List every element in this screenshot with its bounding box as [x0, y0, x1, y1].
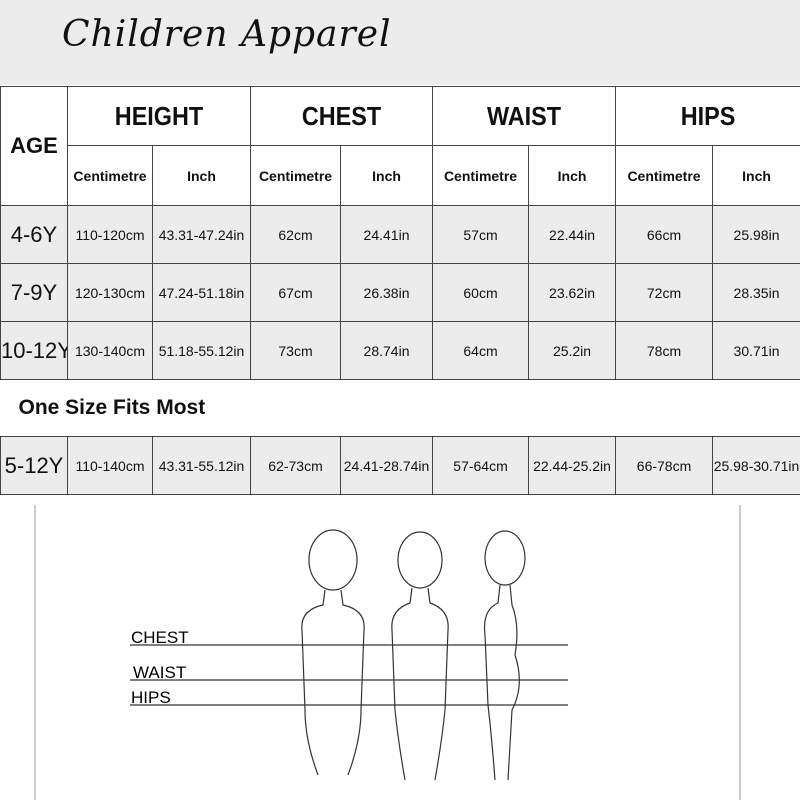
value-cell: 110-140cm — [67, 436, 153, 495]
value-cell: 43.31-47.24in — [151, 205, 252, 264]
value-cell: 24.41-28.74in — [340, 436, 434, 495]
value-cell: 28.74in — [340, 321, 434, 380]
value-cell: 66-78cm — [615, 436, 714, 495]
unit-header: Inch — [528, 145, 617, 206]
value-cell: 120-130cm — [67, 263, 153, 322]
value-cell: 67cm — [250, 263, 342, 322]
child-figures-icon — [301, 529, 526, 781]
value-cell: 24.41in — [340, 205, 434, 264]
waist-label: WAIST — [133, 663, 186, 682]
value-cell: 130-140cm — [67, 321, 153, 380]
one-size-label: One Size Fits Most — [0, 379, 800, 437]
value-cell: 47.24-51.18in — [151, 263, 252, 322]
unit-header: Centimetre — [615, 145, 714, 206]
value-cell: 28.35in — [712, 263, 800, 322]
value-cell: 72cm — [615, 263, 714, 322]
unit-header: Inch — [151, 145, 252, 206]
age-cell: 4-6Y — [0, 205, 68, 264]
page-title: Children Apparel — [62, 14, 392, 55]
value-cell: 110-120cm — [67, 205, 153, 264]
unit-header: Centimetre — [432, 145, 530, 206]
value-cell: 25.2in — [528, 321, 617, 380]
value-cell: 66cm — [615, 205, 714, 264]
table-row: 10-12Y 130-140cm 51.18-55.12in 73cm 28.74in 6… — [0, 321, 800, 380]
value-cell: 62-73cm — [250, 436, 342, 495]
age-cell: 10-12Y — [0, 321, 68, 380]
value-cell: 62cm — [250, 205, 342, 264]
value-cell: 64cm — [432, 321, 530, 380]
waist-header: WAIST — [432, 86, 617, 146]
value-cell: 57cm — [432, 205, 530, 264]
value-cell: 22.44in — [528, 205, 617, 264]
value-cell: 51.18-55.12in — [151, 321, 252, 380]
value-cell: 26.38in — [340, 263, 434, 322]
chest-header: CHEST — [250, 86, 434, 146]
unit-header: Centimetre — [67, 145, 153, 206]
chest-label: CHEST — [131, 628, 189, 647]
title-band: Children Apparel — [0, 0, 800, 85]
measure-lines — [130, 644, 568, 706]
hips-header: HIPS — [615, 86, 800, 146]
value-cell: 43.31-55.12in — [151, 436, 252, 495]
age-cell: 7-9Y — [0, 263, 68, 322]
size-chart-table: AGE HEIGHT CHEST WAIST HIPS Centimetre I… — [0, 86, 800, 495]
value-cell: 22.44-25.2in — [528, 436, 617, 495]
value-cell: 73cm — [250, 321, 342, 380]
value-cell: 57-64cm — [432, 436, 530, 495]
table-row: 5-12Y 110-140cm 43.31-55.12in 62-73cm 24… — [0, 436, 800, 495]
unit-header: Inch — [712, 145, 800, 206]
table-row: 7-9Y 120-130cm 47.24-51.18in 67cm 26.38in 60c… — [0, 263, 800, 322]
value-cell: 25.98in — [712, 205, 800, 264]
table-row: 4-6Y 110-120cm 43.31-47.24in 62cm 24.41in 57c… — [0, 205, 800, 264]
unit-header: Inch — [340, 145, 434, 206]
age-header: AGE — [0, 86, 68, 206]
height-header: HEIGHT — [66, 86, 252, 146]
value-cell: 23.62in — [528, 263, 617, 322]
value-cell: 60cm — [432, 263, 530, 322]
value-cell: 25.98-30.71in — [712, 436, 800, 495]
unit-header: Centimetre — [250, 145, 342, 206]
measurement-figure: CHEST WAIST HIPS — [34, 505, 741, 800]
value-cell: 78cm — [615, 321, 714, 380]
age-cell: 5-12Y — [0, 436, 68, 495]
value-cell: 30.71in — [712, 321, 800, 380]
hips-label: HIPS — [131, 688, 171, 707]
